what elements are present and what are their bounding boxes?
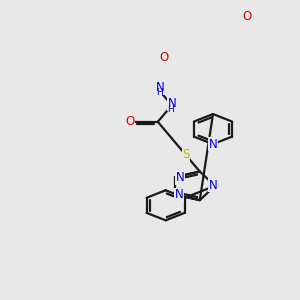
Text: O: O	[159, 51, 168, 64]
Text: S: S	[182, 148, 190, 161]
Text: N: N	[208, 138, 217, 151]
Text: N: N	[175, 188, 184, 201]
Text: N: N	[208, 179, 217, 192]
Text: H: H	[167, 105, 174, 114]
Text: O: O	[242, 10, 251, 23]
Text: O: O	[125, 115, 134, 128]
Text: N: N	[167, 98, 176, 110]
Text: N: N	[155, 81, 164, 94]
Text: N: N	[176, 171, 184, 184]
Text: H: H	[156, 88, 163, 97]
